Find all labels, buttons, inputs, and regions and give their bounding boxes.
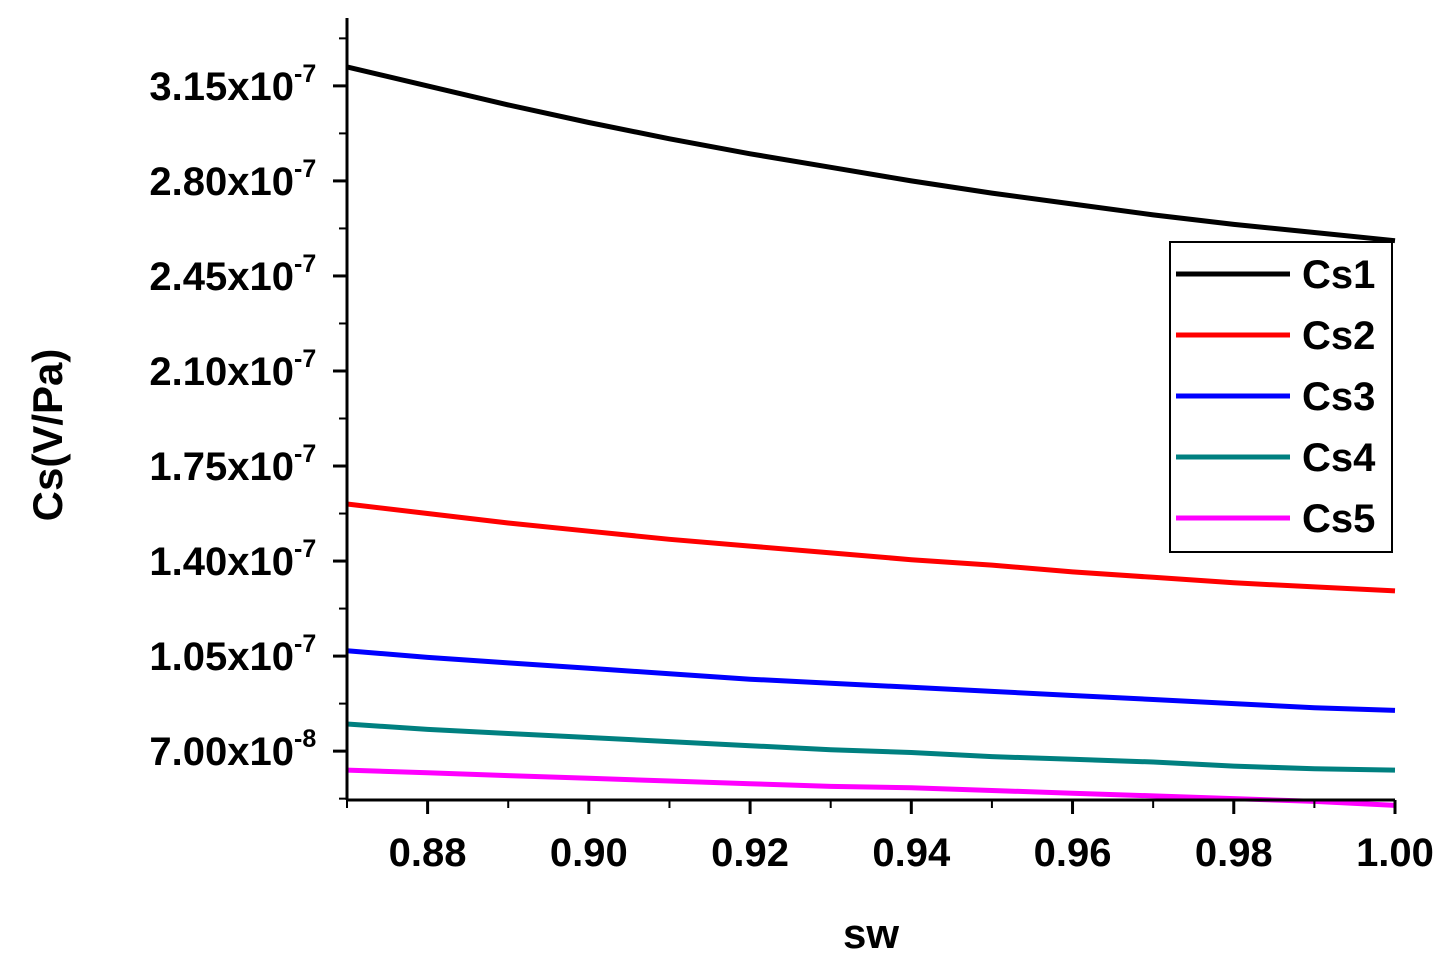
legend: Cs1 Cs2 Cs3 Cs4 Cs5 [1169,241,1393,553]
series-line-cs5 [346,767,1396,808]
y-tick-exponent: -7 [294,250,316,278]
x-tick-label: 0.88 [389,831,467,875]
y-tick-label: 2.80x10 [149,160,294,204]
legend-label-cs2: Cs2 [1302,314,1375,358]
y-tick-exponent: -7 [294,535,316,563]
y-tick-exponent: -7 [294,155,316,183]
x-tick-label: 0.92 [711,831,789,875]
legend-label-cs3: Cs3 [1302,375,1375,419]
ticks-layer: 0.88 0.90 0.92 0.94 0.96 0.98 1.00 7.00x10 -8 1.0… [149,37,1434,875]
x-tick-label: 1.00 [1356,831,1434,875]
series-line-cs1 [346,64,1396,244]
y-tick-exponent: -8 [294,725,316,753]
x-tick-label: 0.94 [872,831,951,875]
y-tick-exponent: -7 [294,60,316,88]
legend-label-cs4: Cs4 [1302,436,1376,480]
legend-label-cs1: Cs1 [1302,253,1375,297]
y-axis-title: Cs(V/Pa) [24,349,71,522]
series-line-cs4 [346,721,1396,773]
series-line-cs2 [346,501,1396,594]
legend-label-cs5: Cs5 [1302,497,1375,541]
y-tick-label: 1.05x10 [149,635,294,679]
y-tick-label: 2.10x10 [149,350,294,394]
y-tick-label: 2.45x10 [149,255,294,299]
y-tick-exponent: -7 [294,345,316,373]
x-axis-title: sw [843,910,899,957]
y-tick-label: 1.40x10 [149,540,294,584]
y-tick-label: 3.15x10 [149,65,294,109]
y-tick-exponent: -7 [294,630,316,658]
series-layer [346,64,1396,808]
x-tick-label: 0.98 [1195,831,1273,875]
series-line-cs3 [346,648,1396,713]
x-tick-label: 0.96 [1034,831,1112,875]
y-tick-exponent: -7 [294,440,316,468]
axes-layer [345,18,1395,802]
y-tick-label: 7.00x10 [149,730,294,774]
y-tick-label: 1.75x10 [149,445,294,489]
x-tick-label: 0.90 [550,831,628,875]
